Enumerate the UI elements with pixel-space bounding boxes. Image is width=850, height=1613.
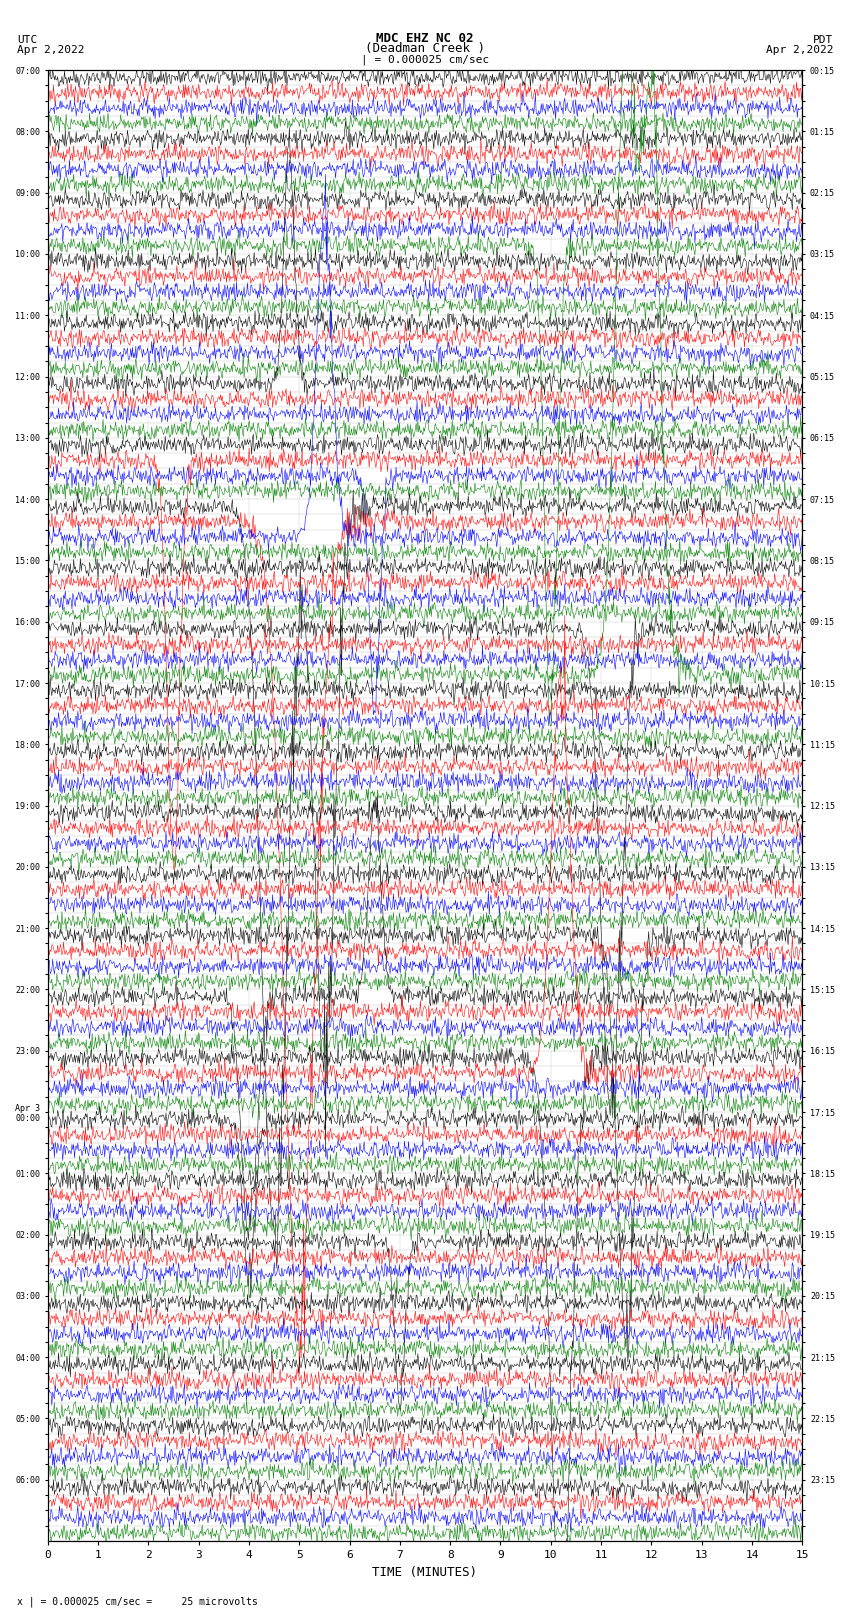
- Text: Apr 2,2022: Apr 2,2022: [766, 45, 833, 55]
- Text: Apr 2,2022: Apr 2,2022: [17, 45, 84, 55]
- Text: x | = 0.000025 cm/sec =     25 microvolts: x | = 0.000025 cm/sec = 25 microvolts: [17, 1595, 258, 1607]
- X-axis label: TIME (MINUTES): TIME (MINUTES): [372, 1566, 478, 1579]
- Text: | = 0.000025 cm/sec: | = 0.000025 cm/sec: [361, 53, 489, 65]
- Text: UTC: UTC: [17, 35, 37, 45]
- Text: MDC EHZ NC 02: MDC EHZ NC 02: [377, 32, 473, 45]
- Text: (Deadman Creek ): (Deadman Creek ): [365, 42, 485, 55]
- Text: PDT: PDT: [813, 35, 833, 45]
